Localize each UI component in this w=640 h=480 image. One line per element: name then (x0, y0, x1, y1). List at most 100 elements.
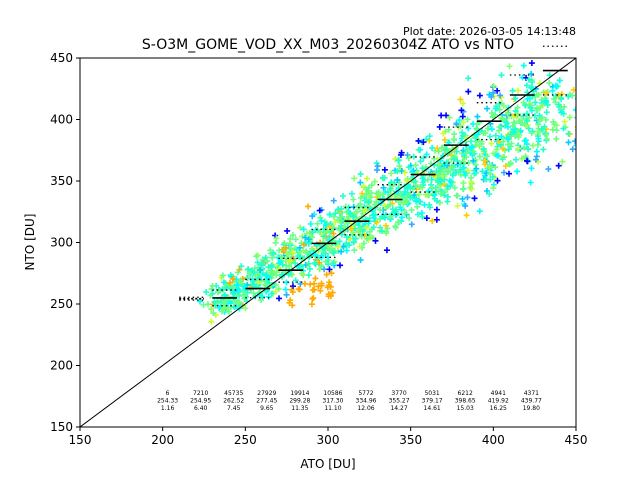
data-point (467, 184, 474, 191)
data-point (502, 119, 509, 126)
data-point (451, 131, 458, 138)
data-point (566, 114, 573, 121)
data-point (528, 60, 535, 67)
data-point (578, 122, 584, 128)
data-point (524, 110, 531, 117)
data-point (408, 221, 415, 228)
data-point (507, 160, 514, 167)
data-point (540, 146, 547, 153)
bin-mean: 355.27 (389, 398, 410, 405)
data-point (363, 191, 370, 198)
data-point (330, 213, 337, 220)
data-point (321, 233, 328, 240)
data-point (539, 126, 546, 133)
data-point (437, 190, 444, 197)
data-point (473, 138, 480, 145)
data-point (335, 206, 342, 213)
data-point (440, 130, 447, 137)
data-point (288, 286, 295, 293)
scatter-points (196, 58, 584, 325)
data-point (528, 84, 535, 91)
data-point (572, 138, 576, 145)
data-point (292, 277, 299, 284)
bin-mean: 299.28 (289, 398, 310, 405)
data-point (338, 217, 345, 224)
data-point (577, 128, 583, 134)
data-point (379, 174, 386, 181)
data-point (437, 165, 444, 172)
bin-mean: 419.92 (488, 398, 509, 405)
data-point (312, 275, 319, 282)
data-point (423, 215, 430, 222)
data-point (348, 190, 355, 197)
data-point (250, 290, 257, 297)
data-point (488, 126, 495, 133)
axis-ticks: 150 200 250 300 350 400 450 150 200 250 300 350 400 4… (50, 51, 587, 447)
data-point (215, 287, 222, 294)
data-point (439, 144, 446, 151)
data-point (306, 265, 313, 272)
data-point (307, 221, 314, 228)
data-point (296, 263, 303, 270)
data-point (520, 62, 527, 69)
data-point (423, 136, 430, 143)
data-point (470, 157, 477, 164)
data-point (464, 116, 471, 123)
data-point (300, 241, 307, 248)
data-point (401, 183, 408, 190)
bin-std: 6.40 (194, 405, 208, 412)
data-point (573, 142, 576, 149)
data-point (316, 207, 323, 214)
data-point (325, 293, 332, 300)
x-axis-label: ATO [DU] (300, 457, 355, 471)
data-point (506, 63, 513, 70)
data-point (484, 105, 491, 112)
data-point (262, 281, 269, 288)
data-point (395, 219, 402, 226)
data-point (229, 275, 236, 282)
data-point (264, 258, 271, 265)
data-point (492, 132, 499, 139)
data-point (343, 209, 350, 216)
data-point (282, 244, 289, 251)
data-point (329, 289, 336, 296)
x-tick-label: 400 (482, 433, 505, 447)
data-point (265, 293, 272, 300)
data-point (497, 141, 504, 148)
data-point (533, 148, 540, 155)
data-point (405, 164, 412, 171)
data-point (384, 203, 391, 210)
data-point (577, 128, 583, 134)
y-tick-label: 400 (50, 113, 73, 127)
data-point (505, 136, 512, 143)
data-point (458, 107, 465, 114)
data-point (474, 113, 481, 120)
data-point (388, 170, 395, 177)
data-point (550, 95, 557, 102)
data-point (473, 165, 480, 172)
data-point (459, 100, 466, 107)
bin-count: 5031 (424, 390, 439, 397)
bin-std: 12.06 (357, 405, 374, 412)
data-point (483, 188, 490, 195)
data-point (451, 137, 458, 144)
data-point (486, 164, 493, 171)
data-point (398, 206, 405, 213)
data-point (535, 121, 542, 128)
data-point (553, 122, 560, 129)
data-point (464, 194, 471, 201)
data-point (444, 183, 451, 190)
data-point (470, 148, 477, 155)
data-point (426, 133, 433, 140)
data-point (443, 159, 450, 166)
data-point (208, 318, 215, 325)
data-point (523, 141, 530, 148)
data-point (407, 194, 414, 201)
data-point (483, 170, 490, 177)
data-point (305, 260, 312, 267)
data-point (465, 75, 472, 82)
data-point (468, 138, 475, 145)
one-to-one-line (80, 58, 576, 427)
data-point (480, 145, 487, 152)
data-point (392, 155, 399, 162)
